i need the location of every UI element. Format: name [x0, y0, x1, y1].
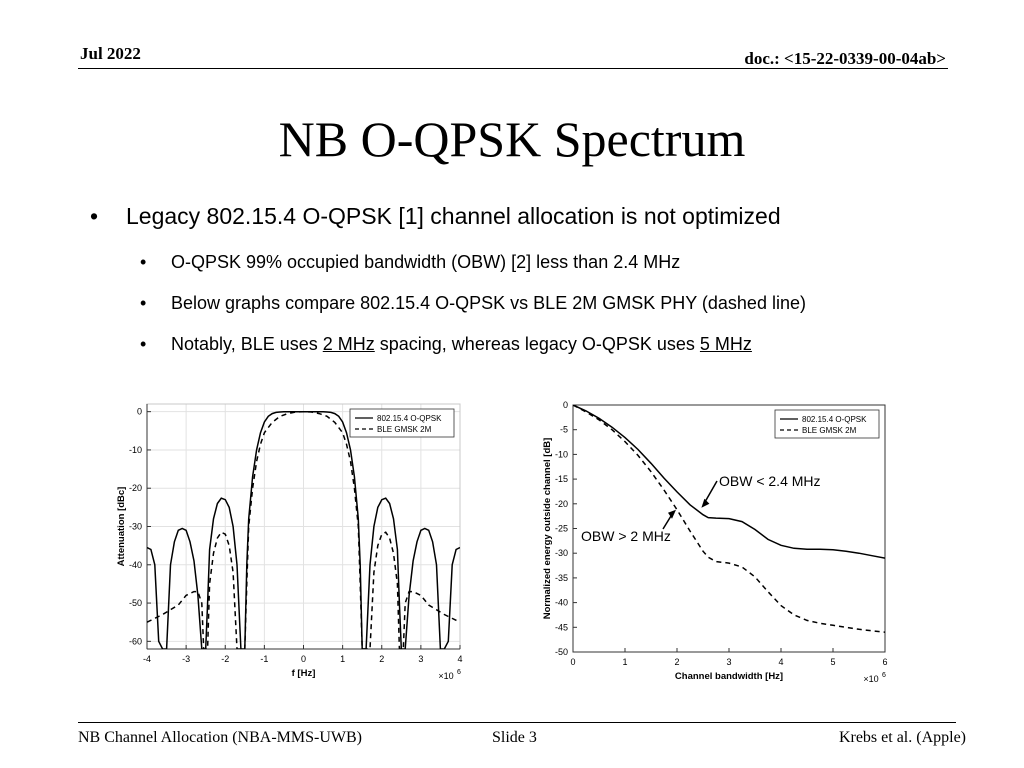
- x-tick-label: 2: [379, 654, 384, 664]
- y-tick-label: -10: [129, 445, 142, 455]
- series-line-1: [573, 405, 885, 559]
- y-tick-label: -40: [129, 560, 142, 570]
- x-tick-label: 4: [457, 654, 462, 664]
- x-tick-label: 0: [301, 654, 306, 664]
- footer-slide-number: Slide 3: [492, 729, 537, 746]
- legend-label: 802.15.4 O-QPSK: [802, 415, 867, 424]
- bullet-dot-icon: •: [90, 203, 99, 229]
- sub-bullet-compare-text: Below graphs compare 802.15.4 O-QPSK vs …: [171, 293, 806, 313]
- y-tick-label: -20: [555, 499, 568, 509]
- legend-label: 802.15.4 O-QPSK: [377, 414, 442, 423]
- x-tick-label: -2: [221, 654, 229, 664]
- x-tick-label: -4: [143, 654, 151, 664]
- y-tick-label: -60: [129, 636, 142, 646]
- x-exponent-power: 6: [457, 669, 461, 676]
- link-5mhz[interactable]: 5 MHz: [699, 334, 752, 354]
- x-tick-label: 3: [726, 657, 731, 667]
- x-tick-label: -1: [260, 654, 268, 664]
- bullet-dot-icon: •: [140, 293, 147, 313]
- bullet-dot-icon: •: [140, 334, 147, 354]
- y-tick-label: -50: [555, 647, 568, 657]
- footer-rule: [78, 722, 956, 723]
- footer-authors: Krebs et al. (Apple): [838, 729, 966, 746]
- y-tick-label: 0: [137, 407, 142, 417]
- header-rule: [78, 68, 948, 69]
- x-exponent-label: ×10: [438, 671, 453, 681]
- header-doc-id: doc.: <15-22-0339-00-04ab>: [744, 49, 946, 68]
- footer-left: NB Channel Allocation (NBA-MMS-UWB): [78, 729, 362, 746]
- x-tick-label: 1: [340, 654, 345, 664]
- link-2mhz[interactable]: 2 MHz: [322, 334, 375, 354]
- x-tick-label: -3: [182, 654, 190, 664]
- annotation-arrowhead-2: [668, 509, 676, 519]
- y-tick-label: -30: [129, 522, 142, 532]
- y-tick-label: -35: [555, 573, 568, 583]
- y-tick-label: -40: [555, 598, 568, 608]
- x-tick-label: 1: [622, 657, 627, 667]
- y-tick-label: -20: [129, 483, 142, 493]
- x-tick-label: 0: [570, 657, 575, 667]
- spacing-text-pre: Notably, BLE uses: [171, 334, 323, 354]
- y-tick-label: -15: [555, 474, 568, 484]
- legend-label: BLE GMSK 2M: [802, 426, 857, 435]
- y-tick-label: -10: [555, 449, 568, 459]
- x-exponent-label: ×10: [863, 674, 878, 684]
- y-tick-label: -25: [555, 524, 568, 534]
- x-tick-label: 4: [778, 657, 783, 667]
- annotation-arrowhead-1: [701, 498, 710, 508]
- bullet-main-text: Legacy 802.15.4 O-QPSK [1] channel alloc…: [126, 203, 781, 229]
- annotation-obw-less: OBW < 2.4 MHz: [719, 473, 821, 489]
- y-tick-label: -45: [555, 622, 568, 632]
- bullet-dot-icon: •: [140, 252, 147, 272]
- legend-box: [349, 408, 455, 438]
- series-line-2: [573, 405, 885, 633]
- annotation-obw-more: OBW > 2 MHz: [581, 528, 671, 544]
- slide-title: NB O-QPSK Spectrum: [278, 111, 746, 167]
- y-axis-label: Normalized energy outside channel [dB]: [542, 438, 553, 620]
- x-exponent-power: 6: [882, 672, 886, 679]
- x-axis-label: Channel bandwidth [Hz]: [675, 671, 783, 682]
- y-tick-label: 0: [563, 400, 568, 410]
- y-tick-label: -50: [129, 598, 142, 608]
- legend-label: BLE GMSK 2M: [377, 425, 432, 434]
- x-tick-label: 6: [882, 657, 887, 667]
- x-axis-label: f [Hz]: [292, 668, 316, 679]
- x-tick-label: 3: [418, 654, 423, 664]
- x-tick-label: 5: [830, 657, 835, 667]
- header-date: Jul 2022: [80, 44, 141, 63]
- spacing-text-mid: spacing, whereas legacy O-QPSK uses: [374, 334, 700, 354]
- sub-bullet-obw-text: O-QPSK 99% occupied bandwidth (OBW) [2] …: [171, 252, 681, 272]
- series-line-2: [147, 410, 460, 649]
- legend-box: [774, 409, 880, 439]
- sub-bullet-spacing-text: Notably, BLE uses 2 MHz spacing, whereas…: [171, 334, 752, 355]
- y-tick-label: -5: [560, 425, 568, 435]
- x-tick-label: 2: [674, 657, 679, 667]
- spectrum-chart: -4 -3 -2 -1 0 1 2 3 40-10-20-30-40-50-60f [Hz]At…: [116, 403, 463, 681]
- y-tick-label: -30: [555, 548, 568, 558]
- y-axis-label: Attenuation [dBc]: [116, 487, 127, 567]
- obw-chart: 0 1 2 3 4 5 6 0 -5 -10 -15 -20 -25 -30 -35 -40 -45 -50 Cha…: [542, 400, 888, 684]
